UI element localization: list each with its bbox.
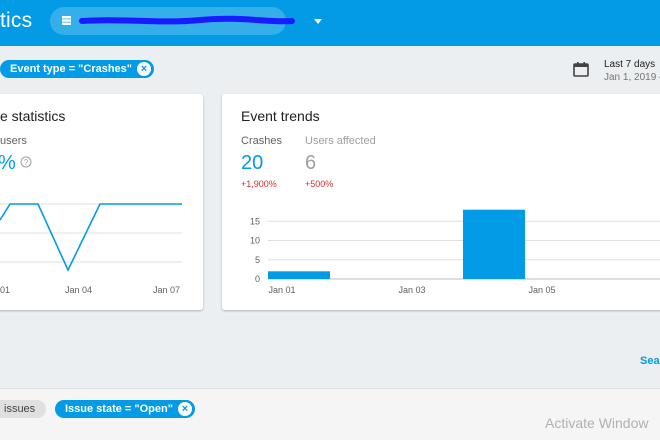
project-selector[interactable] xyxy=(50,7,322,35)
redacted-project-name xyxy=(79,15,295,25)
crashes-delta: +1,900% xyxy=(241,179,277,189)
crash-statistics-card: e statistics users % ? 01 Jan 04 Jan 07 xyxy=(0,94,203,310)
x-tick-label: 01 xyxy=(0,285,11,295)
close-icon[interactable]: × xyxy=(137,62,152,76)
x-tick-label: Jan 01 xyxy=(268,285,295,295)
users-affected-value: 6 xyxy=(305,152,317,174)
close-icon[interactable]: × xyxy=(177,402,192,416)
date-range-selector[interactable]: Last 7 days Jan 1, 2019 – xyxy=(604,58,660,84)
card-title: Event trends xyxy=(241,108,320,124)
crash-stats-line-chart xyxy=(0,203,182,272)
x-tick-label: Jan 04 xyxy=(65,285,93,295)
svg-text:?: ? xyxy=(24,158,29,167)
series-line xyxy=(0,203,182,272)
bar-jan-01[interactable] xyxy=(268,271,330,279)
date-range-value: Jan 1, 2019 – xyxy=(604,72,660,83)
metric-label: users xyxy=(0,135,27,147)
filter-chip-label: Event type = "Crashes" xyxy=(10,63,133,75)
help-icon[interactable]: ? xyxy=(20,156,32,168)
users-affected-label[interactable]: Users affected xyxy=(305,135,376,147)
card-title: e statistics xyxy=(0,108,66,124)
event-trends-card: Event trends Crashes 20 +1,900% Users af… xyxy=(222,94,660,310)
filter-chip-label: Issue state = "Open" xyxy=(65,403,173,415)
bar-jan-04[interactable] xyxy=(463,209,525,279)
y-tick-label: 0 xyxy=(255,274,260,284)
event-trends-bar-chart: 0 5 10 15 Jan 01 Jan 03 Jan 05 xyxy=(250,209,660,295)
filter-chip-label: issues xyxy=(4,403,36,415)
filter-chip-issue-state[interactable]: Issue state = "Open" × xyxy=(55,400,195,418)
top-app-bar: tics xyxy=(0,0,660,46)
x-tick-label: Jan 03 xyxy=(398,285,425,295)
filter-chip-event-type[interactable]: Event type = "Crashes" × xyxy=(0,60,155,78)
crashes-label: Crashes xyxy=(241,135,282,147)
y-tick-label: 15 xyxy=(250,216,260,226)
y-tick-label: 10 xyxy=(250,236,260,246)
search-link[interactable]: Sear xyxy=(640,355,660,367)
users-affected-delta: +500% xyxy=(305,179,334,189)
filter-chip-issues[interactable]: issues xyxy=(0,400,46,418)
date-range-label: Last 7 days xyxy=(604,59,656,70)
x-tick-label: Jan 05 xyxy=(528,285,555,295)
chevron-down-icon[interactable] xyxy=(314,19,322,24)
metric-value: % xyxy=(0,152,16,175)
database-icon xyxy=(62,16,71,25)
activate-windows-watermark: Activate Window xyxy=(545,415,649,431)
y-tick-label: 5 xyxy=(255,255,260,265)
crashes-value: 20 xyxy=(241,152,264,174)
app-title: tics xyxy=(0,9,33,32)
x-tick-label: Jan 07 xyxy=(153,285,181,295)
calendar-icon[interactable] xyxy=(573,62,589,77)
